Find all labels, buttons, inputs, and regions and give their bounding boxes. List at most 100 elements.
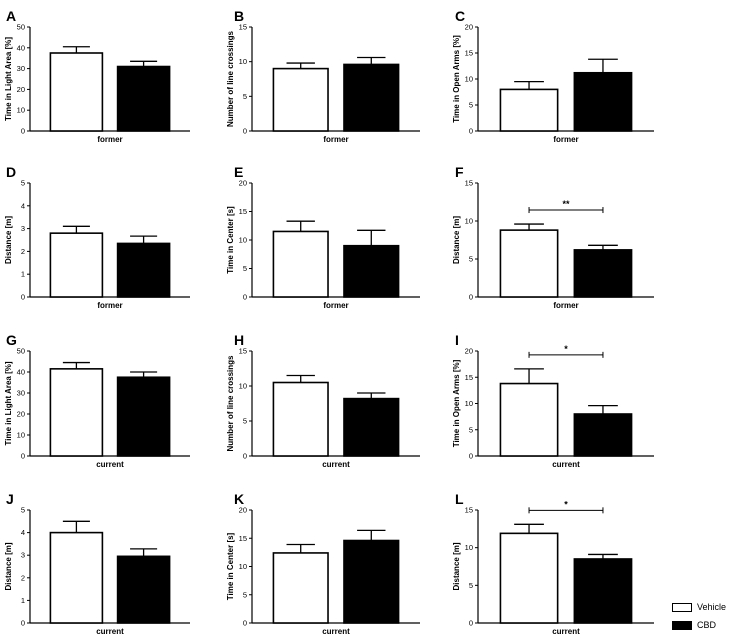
bar-vehicle [49,368,104,457]
bar-cbd [573,71,633,132]
panel-letter: B [234,8,244,24]
y-tick-label: 0 [243,293,247,302]
y-tick-label: 10 [239,236,247,245]
panel-letter: G [6,332,17,348]
bar-cbd [116,376,171,457]
panel-letter: C [455,8,465,24]
y-tick-label: 10 [239,562,247,571]
y-axis-label: Number of line crossings [226,30,235,127]
bar-cbd [116,65,171,132]
y-tick-label: 30 [17,64,25,73]
x-axis-label: current [322,460,350,469]
y-tick-label: 15 [465,506,473,515]
y-axis-label: Distance [m] [452,542,461,590]
panel-h: H 0 5 10 15 Number of line crossings current [226,332,420,469]
y-tick-label: 0 [21,619,25,628]
y-tick-label: 15 [465,373,473,382]
y-tick-label: 1 [21,596,25,605]
y-tick-label: 0 [469,619,473,628]
legend-item-vehicle: Vehicle [672,598,752,616]
x-axis-label: former [97,301,122,310]
significance-label: * [564,499,568,509]
legend-item-cbd: CBD [672,616,752,634]
y-tick-label: 5 [469,101,473,110]
y-tick-label: 10 [17,106,25,115]
y-tick-label: 5 [243,264,247,273]
y-tick-label: 0 [469,293,473,302]
y-tick-label: 5 [243,590,247,599]
x-axis-label: current [96,627,124,636]
y-tick-label: 5 [21,179,25,188]
y-axis-label: Number of line crossings [226,355,235,452]
bar-vehicle [49,232,104,298]
y-tick-label: 15 [465,49,473,58]
x-axis-label: current [96,460,124,469]
panel-k: K 0 5 10 15 20 Time in Center [s] current [226,491,420,636]
panel-letter: I [455,332,459,348]
bar-cbd [343,244,400,298]
y-axis-label: Distance [m] [4,216,13,264]
bar-vehicle [499,88,559,132]
bar-cbd [573,558,633,624]
y-tick-label: 20 [465,23,473,32]
panel-letter: D [6,164,16,180]
panel-d: D 0 1 2 3 4 5 Distance [m] former [4,164,190,310]
y-tick-label: 2 [21,247,25,256]
y-tick-label: 20 [465,347,473,356]
y-tick-label: 0 [243,127,247,136]
y-tick-label: 0 [21,293,25,302]
y-tick-label: 20 [17,85,25,94]
panel-letter: H [234,332,244,348]
y-tick-label: 4 [21,528,25,537]
y-tick-label: 0 [21,127,25,136]
significance-label: * [564,344,568,354]
bar-vehicle [272,552,329,624]
panel-j: J 0 1 2 3 4 5 Distance [m] current [4,491,190,636]
legend-label-cbd: CBD [697,620,717,630]
legend-label-vehicle: Vehicle [697,602,727,612]
y-tick-label: 0 [469,452,473,461]
panel-letter: J [6,491,14,507]
x-axis-label: former [323,135,348,144]
bar-vehicle [272,230,329,298]
y-tick-label: 5 [469,581,473,590]
y-axis-label: Time in Center [s] [226,532,235,600]
x-axis-label: former [97,135,122,144]
x-axis-label: former [553,135,578,144]
y-tick-label: 20 [17,410,25,419]
panel-a: A 0 10 20 30 40 50 Time in Light Area [%] former [4,8,190,144]
bar-cbd [116,555,171,624]
panel-b: B 0 5 10 15 Number of line crossings former [226,8,420,144]
y-tick-label: 5 [469,255,473,264]
bar-cbd [343,539,400,624]
y-tick-label: 50 [17,347,25,356]
bar-vehicle [272,67,329,132]
y-tick-label: 15 [465,179,473,188]
x-axis-label: current [322,627,350,636]
y-tick-label: 10 [17,431,25,440]
y-axis-label: Distance [m] [452,216,461,264]
y-tick-label: 10 [465,217,473,226]
bar-cbd [116,242,171,298]
y-tick-label: 10 [465,399,473,408]
panel-g: G 0 10 20 30 40 50 Time in Light Area [%] curren… [4,332,190,469]
y-tick-label: 0 [243,452,247,461]
y-axis-label: Distance [m] [4,542,13,590]
y-axis-label: Time in Center [s] [226,206,235,274]
y-tick-label: 15 [239,207,247,216]
y-tick-label: 2 [21,573,25,582]
y-tick-label: 3 [21,224,25,233]
y-tick-label: 50 [17,23,25,32]
panel-letter: A [6,8,16,24]
y-tick-label: 40 [17,43,25,52]
y-tick-label: 4 [21,201,25,210]
panel-letter: F [455,164,464,180]
bar-cbd [573,413,633,457]
x-axis-label: former [323,301,348,310]
legend-swatch-cbd [672,620,692,630]
y-axis-label: Time in Light Area [%] [4,37,13,121]
bar-cbd [573,249,633,298]
bar-cbd [343,63,400,132]
y-tick-label: 10 [239,382,247,391]
